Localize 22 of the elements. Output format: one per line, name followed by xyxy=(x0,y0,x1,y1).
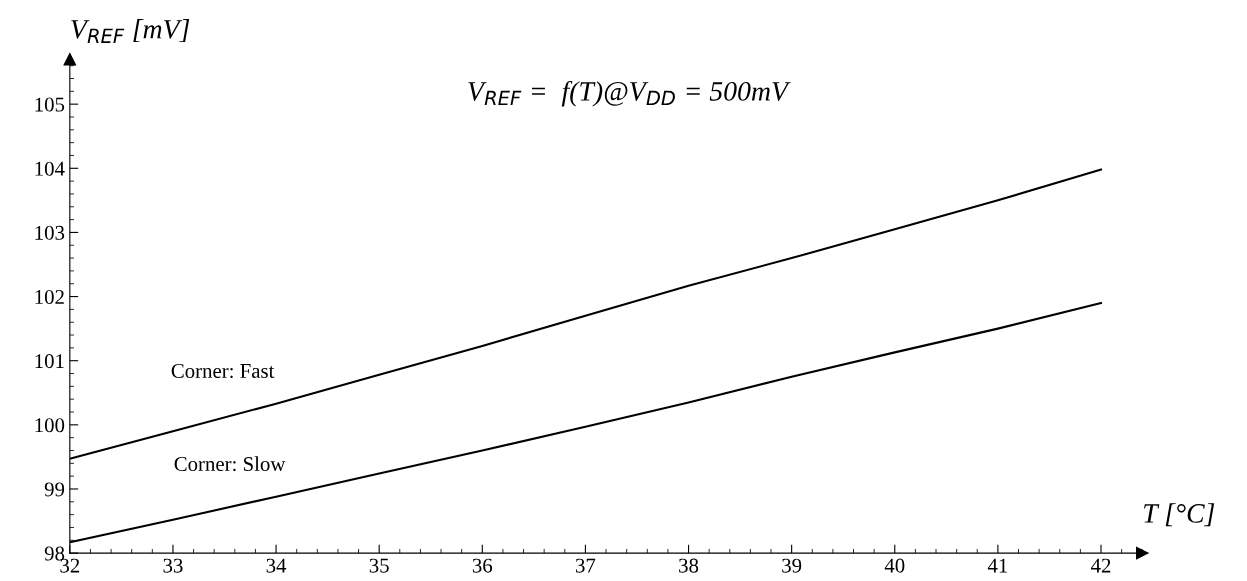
y-tick-label: 105 xyxy=(35,97,65,112)
x-tick-label: 42 xyxy=(1091,558,1111,573)
series-label: Corner: Fast xyxy=(171,363,275,379)
y-tick-label: 99 xyxy=(44,482,65,497)
x-tick-label: 40 xyxy=(884,558,905,573)
y-tick-label: 102 xyxy=(35,289,64,304)
x-tick-label: 35 xyxy=(369,558,389,573)
x-tick-label: 33 xyxy=(163,558,183,573)
x-tick-label: 37 xyxy=(576,558,596,573)
y-tick-label: 104 xyxy=(35,161,65,176)
y-axis-title: V$_{REF}$ [mV] xyxy=(71,19,190,43)
y-tick-label: 103 xyxy=(35,225,65,240)
text: V$_{REF}$ = f(T)@V$_{DD}$ = 500mV xyxy=(468,80,791,107)
x-axis-title: T [°C] xyxy=(1144,503,1215,527)
series-label: Corner: Slow xyxy=(174,456,286,472)
x-tick-label: 41 xyxy=(987,558,1008,573)
x-tick-label: 36 xyxy=(472,558,493,573)
x-tick-label: 38 xyxy=(679,558,699,573)
x-tick-label: 39 xyxy=(782,558,802,573)
y-tick-label: 100 xyxy=(35,418,65,433)
x-tick-label: 34 xyxy=(266,558,287,573)
y-tick-label: 101 xyxy=(35,354,64,369)
